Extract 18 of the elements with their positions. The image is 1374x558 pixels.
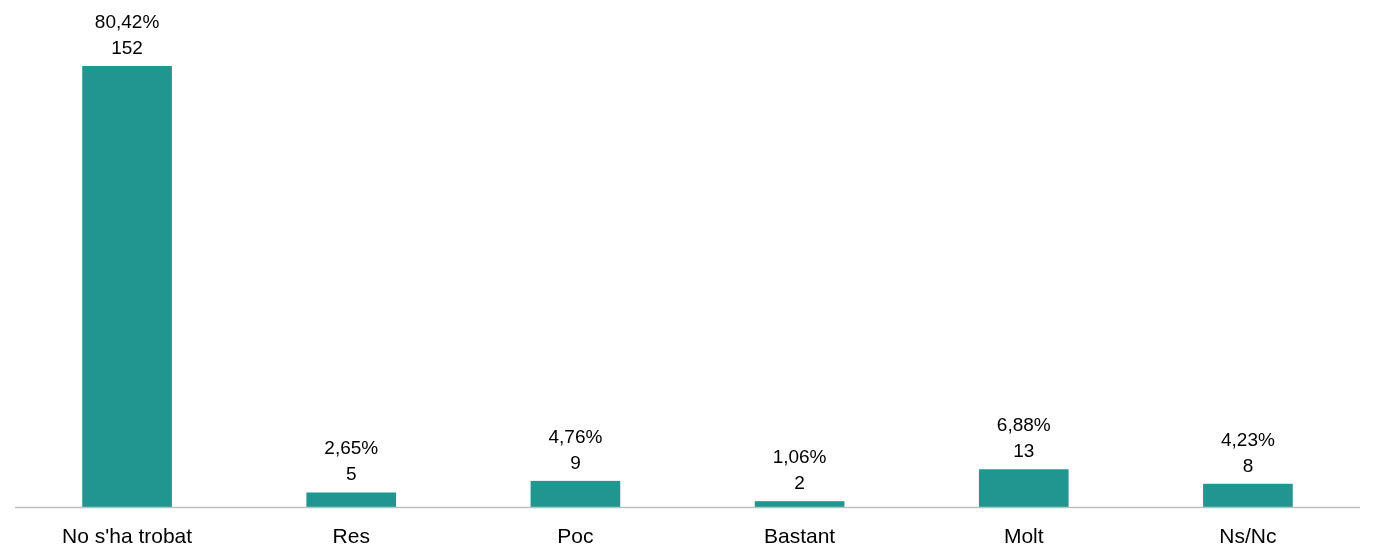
x-tick-label: Molt bbox=[1003, 523, 1044, 547]
bar bbox=[306, 492, 397, 507]
data-label: 80,42% 152 bbox=[94, 11, 160, 58]
data-label: 4,76% 9 bbox=[548, 425, 603, 473]
data-label: 2,65% 5 bbox=[324, 437, 379, 485]
x-tick-label: Bastant bbox=[763, 523, 836, 547]
x-tick-label: Poc bbox=[557, 523, 594, 547]
x-tick-label: Ns/Nc bbox=[1219, 523, 1277, 547]
data-label: 1,06% 2 bbox=[772, 446, 827, 494]
x-tick-label: No s'ha trobat bbox=[62, 523, 193, 547]
bar bbox=[754, 501, 845, 507]
bar bbox=[978, 469, 1069, 507]
bar bbox=[82, 66, 172, 507]
x-tick-label: Res bbox=[332, 523, 370, 547]
bar bbox=[1203, 483, 1293, 507]
data-label: 6,88% 13 bbox=[996, 414, 1051, 462]
bar bbox=[530, 480, 621, 507]
data-label: 4,23% 8 bbox=[1220, 428, 1275, 476]
